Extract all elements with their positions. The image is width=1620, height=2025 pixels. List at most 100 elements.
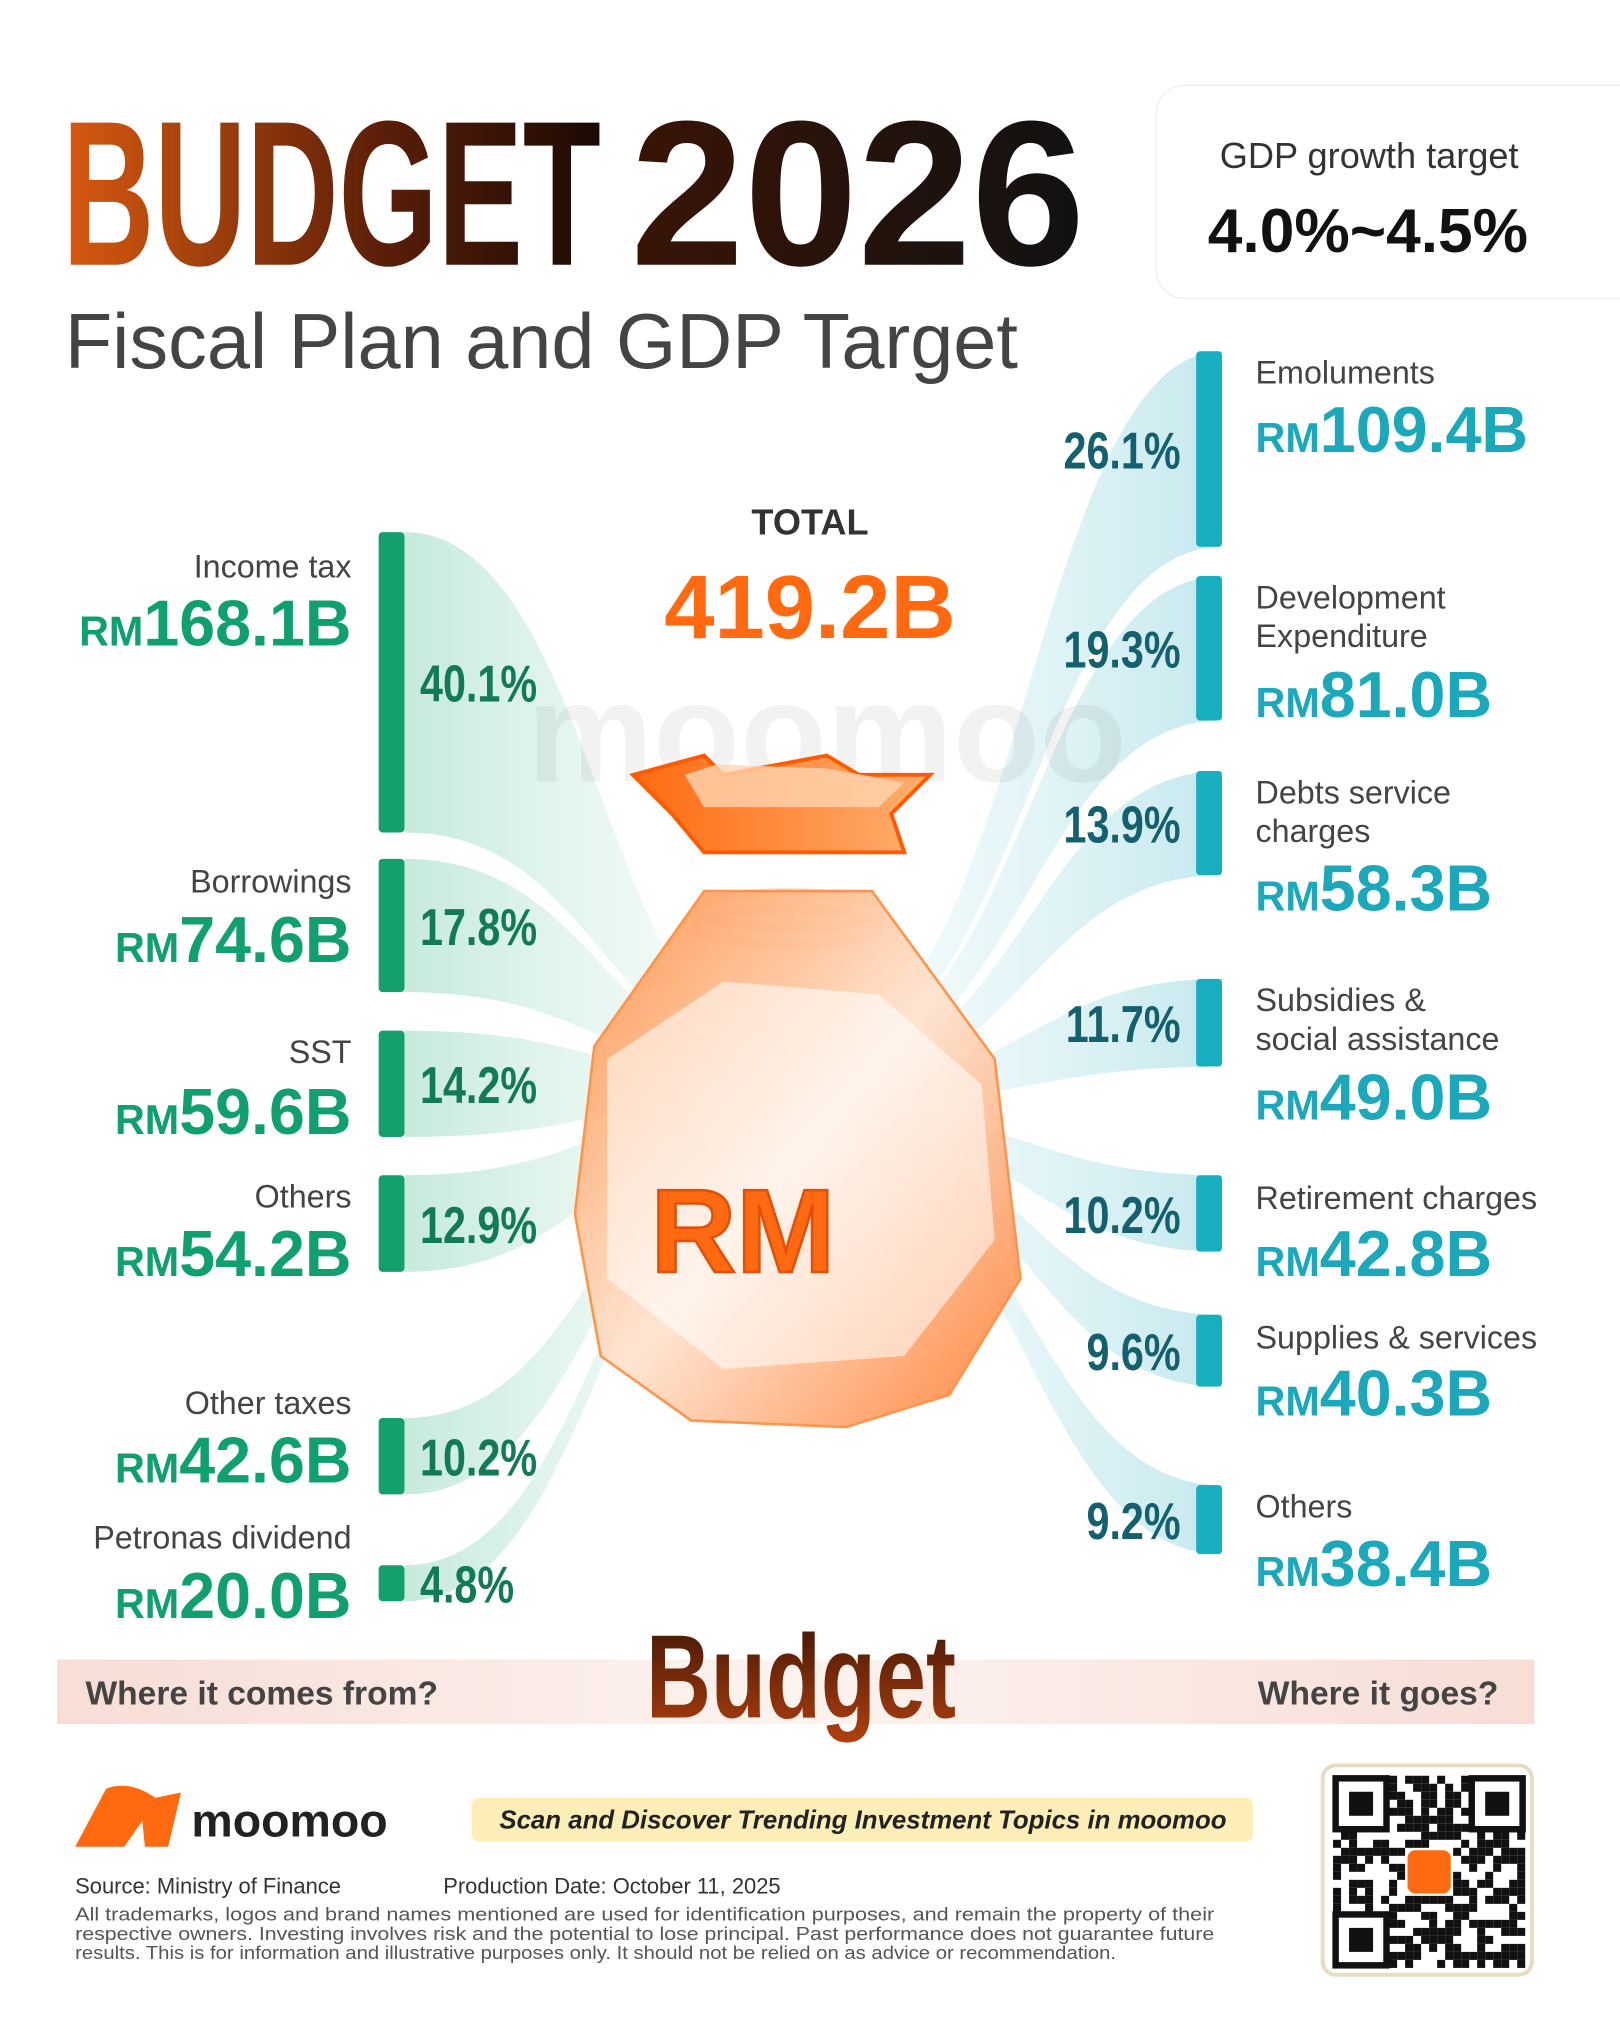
qr-cell (1469, 1951, 1478, 1960)
qr-cell (1389, 1791, 1398, 1800)
qr-cell (1389, 1863, 1398, 1872)
qr-cell (1461, 1783, 1470, 1792)
qr-cell (1397, 1935, 1406, 1944)
qr-cell (1461, 1959, 1470, 1968)
disclaimer-line: All trademarks, logos and brand names me… (75, 1904, 1214, 1924)
qr-cell (1421, 1911, 1430, 1920)
qr-cell (1445, 1791, 1454, 1800)
qr-cell (1429, 1895, 1438, 1904)
qr-code (1332, 1775, 1526, 1969)
qr-cell (1413, 1943, 1422, 1952)
share-bar (378, 858, 405, 993)
qr-cell (1485, 1919, 1494, 1928)
qr-cell (1501, 1919, 1510, 1928)
banner-text: Scan and Discover Trending Investment To… (499, 1807, 1226, 1835)
share-label: 9.6% (1086, 1324, 1180, 1381)
qr-cell (1469, 1863, 1478, 1872)
production-date: Production Date: October 11, 2025 (443, 1873, 780, 1898)
qr-cell (1389, 1879, 1398, 1888)
qr-cell (1453, 1831, 1462, 1840)
qr-cell (1453, 1799, 1462, 1808)
currency: RM (115, 1097, 179, 1143)
qr-cell (1437, 1831, 1446, 1840)
flow (404, 1117, 776, 1495)
title-year: 2026 (630, 78, 1085, 309)
qr-cell (1389, 1903, 1398, 1912)
qr-cell (1509, 1943, 1518, 1952)
qr-cell (1397, 1807, 1406, 1816)
qr-cell (1437, 1895, 1446, 1904)
share-bar (378, 1030, 405, 1137)
qr-cell (1461, 1951, 1470, 1960)
qr-cell (1365, 1887, 1374, 1896)
qr-cell (1453, 1903, 1462, 1912)
qr-cell (1413, 1903, 1422, 1912)
currency: RM (1256, 1549, 1320, 1595)
items: 40.1%Income taxRM168.1B17.8%BorrowingsRM… (79, 351, 1537, 1632)
qr-cell (1493, 1951, 1502, 1960)
qr-cell (1485, 1871, 1494, 1880)
qr-cell (1453, 1847, 1462, 1856)
flow (826, 978, 1222, 1106)
item-label: Expenditure (1256, 618, 1428, 654)
qr-cell (1413, 1895, 1422, 1904)
share-bar (378, 532, 405, 833)
brand-name: moomoo (191, 1794, 387, 1846)
money-bag: RM (573, 753, 1022, 1429)
amount-value: 40.3B (1320, 1357, 1492, 1429)
qr-cell (1477, 1839, 1486, 1848)
qr-cell (1365, 1903, 1374, 1912)
amount: RM81.0B (1256, 659, 1493, 731)
qr-cell (1501, 1839, 1510, 1848)
qr-cell (1501, 1959, 1510, 1968)
qr-cell (1469, 1903, 1478, 1912)
item-label: SST (289, 1034, 352, 1070)
qr-cell (1477, 1831, 1486, 1840)
qr-cell (1453, 1879, 1462, 1888)
qr-cell (1501, 1831, 1510, 1840)
amount: RM54.2B (115, 1218, 352, 1290)
gdp-label: GDP growth target (1220, 135, 1519, 176)
qr-cell (1461, 1775, 1470, 1784)
qr-cell (1389, 1775, 1398, 1784)
qr-cell (1453, 1959, 1462, 1968)
qr-cell (1413, 1815, 1422, 1824)
qr-cell (1397, 1871, 1406, 1880)
amount: RM74.6B (115, 904, 352, 976)
qr-cell (1461, 1823, 1470, 1832)
amount-value: 81.0B (1320, 659, 1492, 731)
qr-cell (1333, 1887, 1342, 1896)
qr-cell (1413, 1951, 1422, 1960)
qr-cell (1485, 1951, 1494, 1960)
qr-cell (1365, 1855, 1374, 1864)
qr-cell (1485, 1879, 1494, 1888)
qr-cell (1517, 1831, 1526, 1840)
qr-cell (1477, 1951, 1486, 1960)
amount-value: 168.1B (143, 588, 351, 660)
qr-cell (1413, 1783, 1422, 1792)
qr-cell (1461, 1887, 1470, 1896)
qr-cell (1381, 1855, 1390, 1864)
qr-cell (1405, 1943, 1414, 1952)
qr-cell (1469, 1847, 1478, 1856)
qr-cell (1429, 1935, 1438, 1944)
qr-cell (1461, 1855, 1470, 1864)
amount: RM38.4B (1256, 1528, 1493, 1600)
qr-cell (1453, 1823, 1462, 1832)
title-word: BUDGET (62, 78, 601, 309)
share-label: 19.3% (1063, 621, 1180, 678)
qr-cell (1429, 1927, 1438, 1936)
qr-cell (1349, 1887, 1358, 1896)
qr-cell (1437, 1935, 1446, 1944)
qr-cell (1349, 1847, 1358, 1856)
currency: RM (115, 1239, 179, 1285)
qr-cell (1445, 1783, 1454, 1792)
qr-cell (1437, 1815, 1446, 1824)
qr-cell (1405, 1903, 1414, 1912)
qr-cell (1477, 1943, 1486, 1952)
qr-cell (1493, 1863, 1502, 1872)
item-label: Others (1256, 1488, 1353, 1524)
qr-cell (1517, 1911, 1526, 1920)
qr-cell (1405, 1935, 1414, 1944)
